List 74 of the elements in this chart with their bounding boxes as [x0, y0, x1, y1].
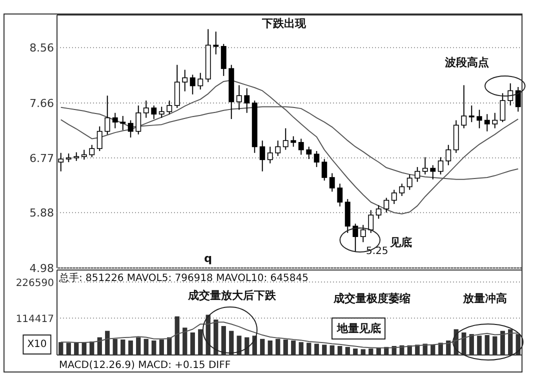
candlestick	[399, 183, 405, 196]
candlestick	[112, 112, 118, 129]
annotation: 见底	[389, 236, 412, 249]
candlestick	[384, 197, 390, 214]
candlestick	[422, 156, 428, 175]
annotation: q	[204, 252, 212, 265]
text: MACD(12.26.9) MACD: +0.15 DIFF	[59, 360, 231, 371]
candlestick	[275, 140, 281, 156]
candlestick	[446, 144, 452, 166]
y-tick-label: 114417	[16, 314, 54, 326]
annotation: 放量冲高	[462, 292, 507, 305]
candlestick	[58, 152, 64, 172]
candlestick	[220, 43, 226, 76]
candlestick	[158, 106, 164, 118]
candlestick	[81, 149, 87, 160]
candlestick	[282, 128, 288, 150]
candlestick	[314, 150, 320, 168]
candlestick	[461, 84, 467, 129]
candlestick	[174, 64, 180, 108]
candlestick	[96, 126, 102, 152]
candlestick	[298, 138, 304, 156]
candlestick	[151, 104, 157, 120]
y-tick-label: 8.56	[30, 42, 54, 55]
candlestick	[329, 172, 335, 192]
line-series	[60, 80, 519, 214]
candlestick	[143, 100, 149, 118]
candlestick	[290, 136, 296, 148]
candlestick	[120, 115, 126, 131]
candlestick	[352, 223, 358, 252]
candlestick	[136, 104, 142, 135]
candlestick	[430, 164, 436, 180]
candlestick	[492, 112, 498, 129]
candlestick	[128, 120, 134, 138]
candlestick	[476, 109, 482, 129]
candlestick	[198, 72, 204, 90]
annotation: 下跌出现	[261, 17, 307, 30]
annotation: 总手: 851226 MAVOL5: 796918 MAVOL10: 645845	[58, 272, 308, 284]
candlestick	[414, 166, 420, 182]
text: X10	[27, 339, 47, 350]
candlestick	[267, 146, 273, 164]
y-tick-label: 4.98	[30, 262, 54, 275]
candlestick	[182, 69, 188, 92]
candlestick	[368, 210, 374, 234]
candlestick	[260, 140, 266, 172]
candlestick	[89, 144, 95, 158]
candlestick	[508, 82, 514, 106]
candlestick	[438, 156, 444, 175]
candlestick	[337, 183, 343, 207]
candlestick	[306, 146, 312, 160]
y-tick-label: 226590	[16, 278, 54, 290]
candlestick	[104, 95, 110, 135]
candlestick	[236, 84, 242, 110]
annotation: 成交量极度萎缩	[332, 292, 410, 305]
y-tick-label: 5.88	[30, 206, 54, 220]
candlestick	[322, 158, 328, 182]
candlestick	[166, 100, 172, 115]
annotation: 波段高点	[444, 56, 489, 69]
candlestick	[406, 174, 412, 190]
candlestick	[500, 92, 506, 123]
y-tick-label: 7.66	[30, 97, 54, 110]
candlestick	[244, 88, 250, 114]
candlestick	[376, 204, 382, 220]
annotation: 地量见底	[336, 322, 381, 335]
candlestick	[190, 74, 196, 95]
candlestick	[391, 189, 397, 204]
line-series	[60, 322, 519, 348]
candlestick	[515, 86, 521, 112]
candlestick	[484, 114, 490, 132]
y-tick-label: 6.77	[30, 152, 54, 165]
annotation: 成交量放大后下跌	[187, 289, 277, 302]
annotation: 5.25	[366, 246, 388, 257]
candlestick	[468, 104, 474, 123]
candlestick	[213, 31, 219, 55]
candlestick	[360, 224, 366, 243]
